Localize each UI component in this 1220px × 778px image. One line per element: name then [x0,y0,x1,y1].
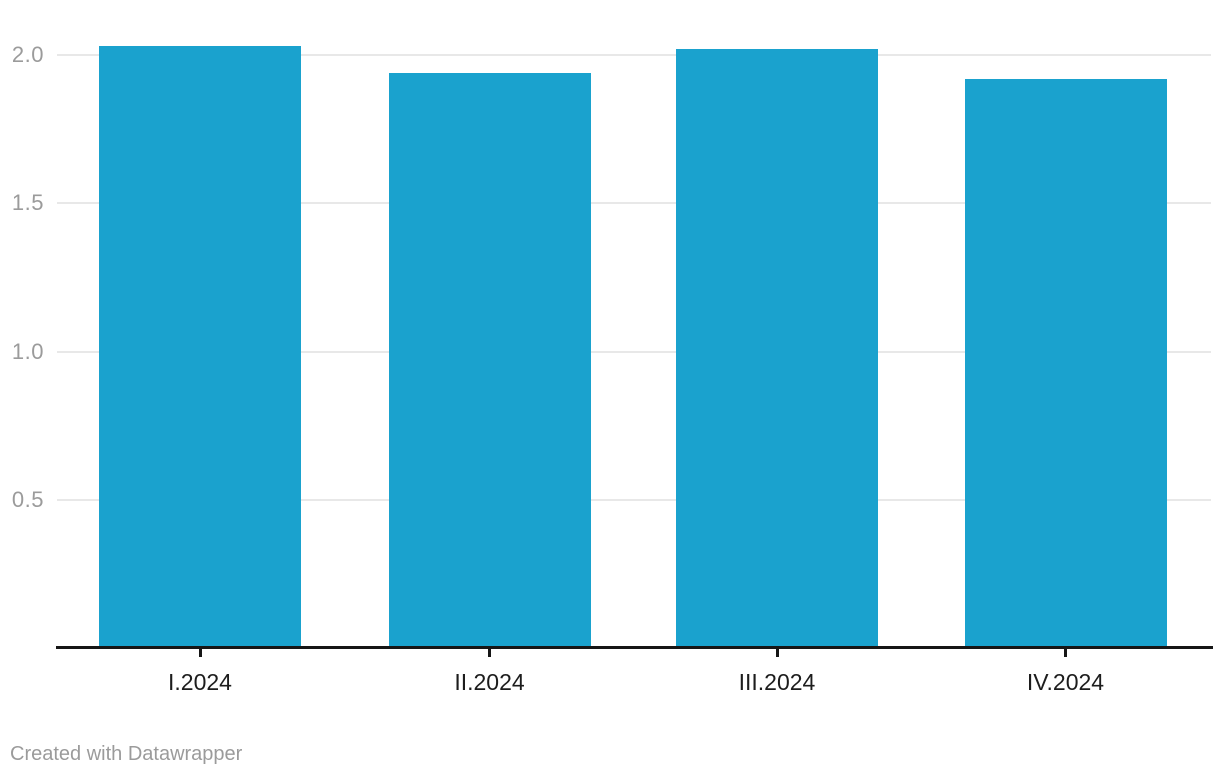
y-axis-tick-label: 0.5 [11,486,44,512]
x-axis-tick-label: I.2024 [168,669,232,695]
bar [388,72,591,646]
datawrapper-attribution-link[interactable]: Created with Datawrapper [10,743,243,765]
bar [99,46,301,646]
x-axis-tick [1064,649,1067,657]
gridline [57,350,1211,353]
x-axis-line [56,646,1213,649]
bar [676,49,878,646]
y-axis-tick-label: 1.5 [11,190,44,216]
x-axis-tick-label: IV.2024 [1026,669,1105,695]
gridline [57,202,1211,205]
gridline [57,54,1211,56]
y-axis-tick-label: 2.0 [11,42,44,67]
x-axis-tick [775,649,779,657]
gridline [57,498,1211,501]
x-axis-tick [488,649,491,657]
x-axis-tick-label: III.2024 [738,669,816,695]
x-axis-tick-label: II.2024 [454,669,525,695]
y-axis-tick-label: 1.0 [11,338,44,364]
x-axis-tick [198,649,202,657]
bar [964,78,1167,646]
